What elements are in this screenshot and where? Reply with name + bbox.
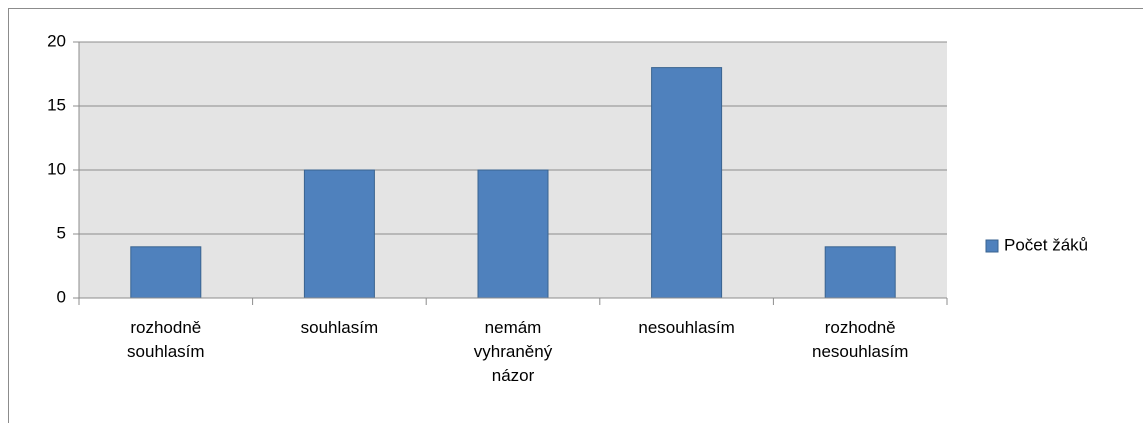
x-tick-label: nemám vyhraněný názor — [473, 318, 553, 385]
y-tick-label: 20 — [47, 31, 66, 50]
x-tick-label: souhlasím — [300, 318, 379, 337]
x-tick-label: rozhodně nesouhlasím — [811, 318, 909, 361]
bar — [651, 67, 723, 299]
y-tick-label: 15 — [47, 95, 66, 114]
legend-label: Počet žáků — [1004, 235, 1088, 254]
x-tick-label: nesouhlasím — [638, 318, 735, 337]
y-tick-label: 0 — [57, 287, 66, 306]
legend-swatch — [985, 239, 999, 253]
bar — [303, 169, 375, 299]
bar — [824, 246, 896, 299]
y-tick-label: 10 — [47, 159, 66, 178]
bar — [477, 169, 549, 299]
y-tick-label: 5 — [57, 223, 66, 242]
bar — [130, 246, 202, 299]
x-tick-label: rozhodně souhlasím — [127, 318, 205, 361]
